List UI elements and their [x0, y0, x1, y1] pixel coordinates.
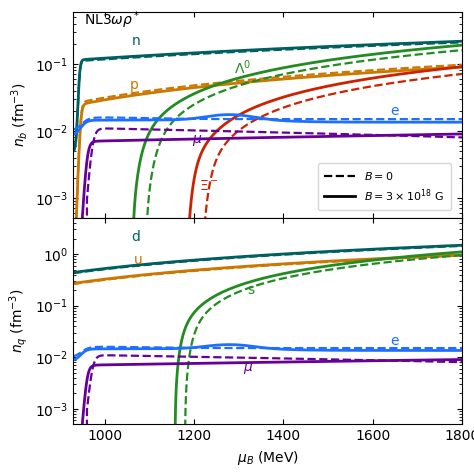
Text: n: n: [132, 34, 140, 48]
Text: $\mu$: $\mu$: [243, 361, 254, 375]
Text: $\Lambda^0$: $\Lambda^0$: [234, 58, 251, 76]
Text: e: e: [391, 334, 399, 348]
Text: $\mu$: $\mu$: [192, 134, 202, 148]
Y-axis label: $n_q\ (\mathrm{fm}^{-3})$: $n_q\ (\mathrm{fm}^{-3})$: [7, 289, 30, 354]
Legend: $B = 0$, $B = 3\times10^{18}\ \mathrm{G}$: $B = 0$, $B = 3\times10^{18}\ \mathrm{G}…: [318, 163, 451, 210]
Text: s: s: [248, 283, 255, 297]
Text: d: d: [132, 230, 140, 244]
X-axis label: $\mu_B\ \mathrm{(MeV)}$: $\mu_B\ \mathrm{(MeV)}$: [237, 449, 299, 466]
Text: p: p: [129, 78, 138, 92]
Text: e: e: [391, 104, 399, 118]
Y-axis label: $n_b\ (\mathrm{fm}^{-3})$: $n_b\ (\mathrm{fm}^{-3})$: [9, 82, 30, 147]
Text: u: u: [134, 253, 143, 267]
Text: $\Xi^-$: $\Xi^-$: [199, 179, 219, 193]
Text: NL3$\omega\rho^*$: NL3$\omega\rho^*$: [84, 9, 140, 31]
